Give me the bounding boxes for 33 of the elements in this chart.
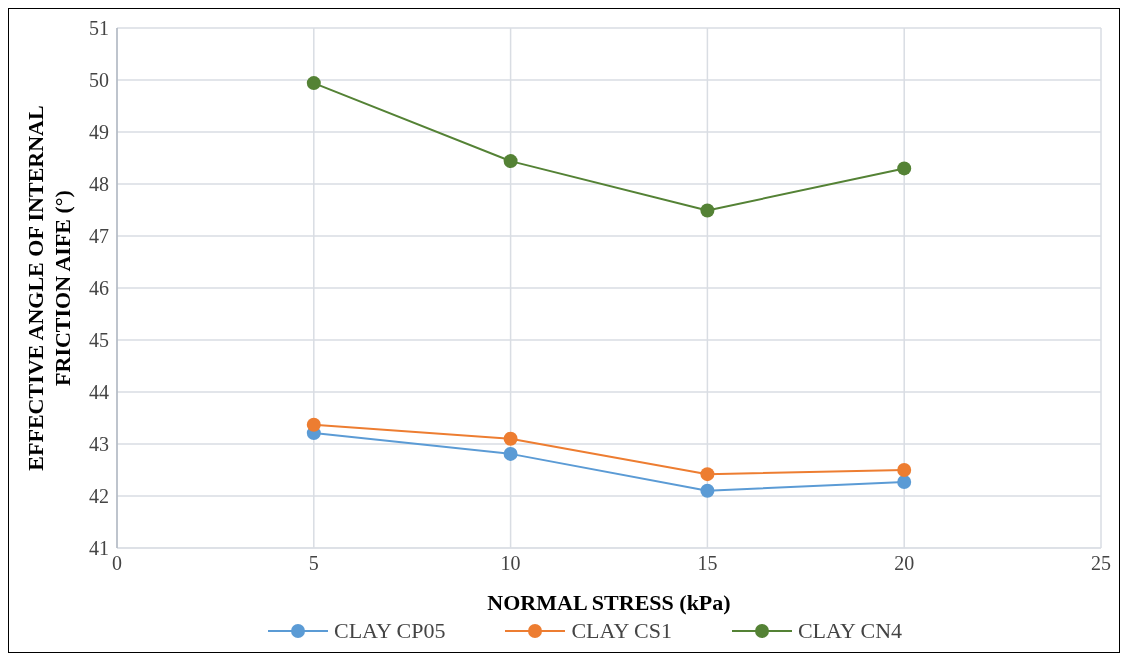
y-tick-label: 47 [89,225,109,248]
x-axis-title: NORMAL STRESS (kPa) [487,590,731,615]
y-axis-title: EFFECTIVE ANGLE OF INTERNAL FRICTION AIFE (°) [23,105,75,471]
point [897,463,912,477]
point [700,467,715,482]
legend-label: CLAY CN4 [797,618,903,644]
point [897,474,912,489]
point [700,483,715,498]
x-tick-label: 10 [500,552,521,575]
x-tick-label: 0 [112,552,122,575]
x-tick-label: 5 [308,552,319,575]
point [503,154,518,169]
point [306,76,321,91]
y-tick-label: 45 [89,329,109,352]
y-tick-label: 41 [89,537,109,560]
y-tick-label: 50 [89,69,109,92]
x-tick-label: 20 [894,552,915,575]
point [306,417,321,432]
point [503,431,518,446]
x-tick-label: 25 [1091,552,1111,575]
y-tick-label: 48 [89,173,109,196]
y-tick-label: 44 [89,381,109,404]
y-tick-label: 42 [89,485,109,508]
y-tick-label: 49 [89,121,109,144]
point [503,446,518,461]
point [897,161,912,176]
y-tick-label: 51 [89,17,109,40]
x-tick-label: 15 [697,552,718,575]
y-tick-label: 46 [89,277,109,300]
legend-label: CLAY CP05 [333,618,446,644]
point [700,203,715,218]
legend-label: CLAY CS1 [571,618,672,644]
y-tick-label: 43 [89,433,109,456]
